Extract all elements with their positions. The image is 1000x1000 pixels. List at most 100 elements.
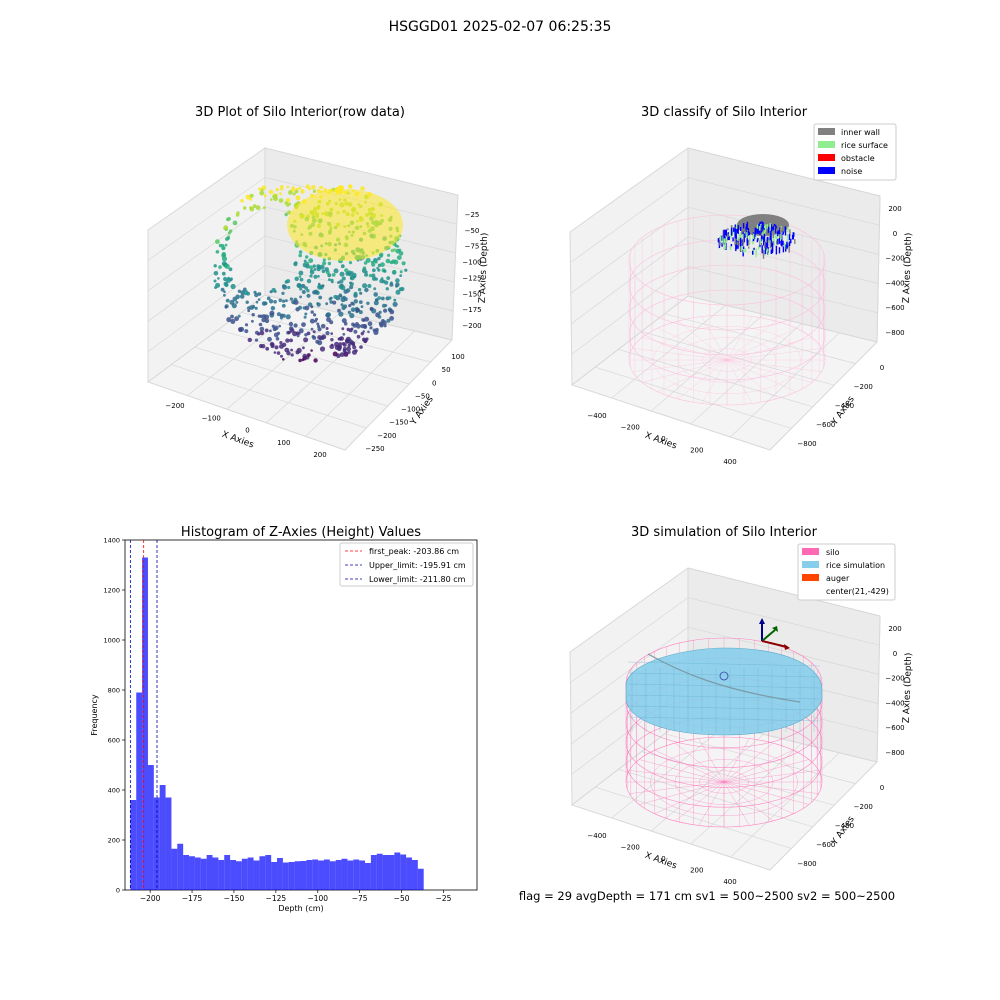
histogram-bar	[359, 860, 366, 890]
raw-data-point	[343, 289, 349, 294]
raw-data-point	[292, 331, 298, 337]
raw-data-point	[289, 297, 293, 301]
simulation-y-tick: −400	[835, 822, 854, 830]
classify-point	[780, 241, 782, 246]
raw-data-point	[331, 280, 334, 284]
raw-data-point	[230, 319, 236, 324]
classify-point	[752, 240, 754, 245]
classify-point	[722, 236, 724, 245]
raw-data-point	[312, 189, 316, 193]
raw-data-point	[285, 314, 291, 320]
raw-data-point	[339, 352, 345, 357]
raw-data-point	[271, 324, 275, 328]
subplot-classify-title: 3D classify of Silo Interior	[641, 105, 808, 120]
simulation-title: 3D simulation of Silo Interior	[631, 525, 818, 540]
raw-data-point	[296, 187, 299, 191]
raw-data-point	[383, 308, 388, 313]
classify-point	[777, 231, 779, 237]
histogram-bar	[288, 862, 295, 890]
raw-data-point	[271, 287, 277, 293]
histogram-bar	[147, 765, 154, 890]
classify-point	[754, 233, 756, 237]
classify-point	[758, 245, 760, 250]
simulation-legend-label: center(21,-429)	[826, 587, 889, 596]
raw-data-point	[240, 199, 244, 203]
raw-data-point	[245, 194, 251, 200]
classify-point	[760, 242, 763, 246]
raw-data-x-tick: 200	[313, 451, 326, 459]
raw-data-point	[289, 328, 295, 333]
histogram-bar	[306, 860, 313, 890]
raw-data-point	[329, 300, 334, 304]
raw-data-point	[360, 186, 365, 191]
classify-point	[760, 235, 763, 239]
raw-data-point	[298, 253, 303, 258]
simulation-y-tick: 0	[880, 784, 884, 792]
raw-data-point	[360, 305, 364, 308]
raw-data-point	[312, 264, 316, 268]
raw-data-point	[399, 274, 403, 277]
classify-point	[734, 224, 736, 228]
histogram-bar	[241, 858, 248, 890]
classify-point	[772, 238, 774, 243]
histogram-x-tick: −50	[394, 894, 410, 903]
raw-data-point	[398, 251, 404, 256]
classify-point	[754, 227, 756, 235]
simulation-y-tick: −800	[797, 860, 816, 868]
classify-point	[764, 241, 766, 249]
raw-data-point	[316, 302, 321, 307]
classify-silo-floor-ring	[677, 337, 777, 383]
raw-data-point	[289, 338, 293, 343]
classify-point	[771, 243, 774, 252]
histogram-y-tick: 400	[108, 787, 120, 795]
histogram-bar	[253, 860, 260, 890]
classify-point	[764, 224, 767, 232]
histogram-y-tick: 1400	[103, 537, 120, 545]
raw-data-point	[284, 280, 289, 284]
histogram-x-ticks: −200 −175 −150 −125 −100 −75 −50 −25	[140, 890, 452, 903]
raw-data-point	[301, 290, 306, 294]
raw-data-point	[338, 336, 343, 341]
histogram-bar	[341, 858, 348, 890]
classify-point	[770, 233, 772, 242]
simulation-legend-label: silo	[826, 548, 840, 557]
raw-data-point	[390, 248, 394, 253]
raw-data-point	[345, 339, 350, 344]
histogram-vlines	[129, 540, 158, 890]
simulation-legend-label: auger	[826, 574, 850, 583]
histogram-bar	[394, 852, 401, 890]
raw-data-z-tick: −75	[465, 243, 480, 251]
raw-data-point	[404, 268, 408, 272]
raw-data-point	[320, 323, 326, 329]
raw-data-point	[349, 282, 354, 287]
raw-data-point	[213, 271, 219, 276]
raw-data-point	[312, 335, 317, 340]
histogram-y-tick: 600	[108, 737, 120, 745]
classify-point	[784, 226, 786, 232]
raw-data-point	[349, 313, 355, 319]
classify-point	[770, 239, 772, 247]
classify-point	[763, 227, 765, 230]
classify-point	[786, 233, 789, 242]
histogram-x-tick: −75	[352, 894, 368, 903]
raw-data-point	[368, 274, 372, 278]
raw-data-point	[380, 277, 384, 281]
classify-point	[776, 228, 778, 232]
classify-point	[746, 235, 748, 244]
raw-data-point	[288, 202, 292, 206]
raw-data-point	[299, 277, 304, 282]
raw-data-point	[337, 281, 340, 284]
classify-point	[732, 237, 734, 242]
histogram-bar	[218, 860, 225, 890]
classify-point	[763, 248, 765, 256]
raw-data-point	[292, 192, 296, 196]
raw-data-x-tick: 0	[245, 427, 249, 435]
classify-point	[741, 231, 743, 236]
raw-data-point	[383, 324, 387, 328]
raw-data-point	[332, 300, 337, 305]
classify-point	[769, 223, 771, 231]
classify-point	[773, 239, 775, 246]
raw-data-point	[300, 189, 305, 194]
classify-point	[762, 237, 764, 240]
histogram-bar	[335, 860, 342, 890]
